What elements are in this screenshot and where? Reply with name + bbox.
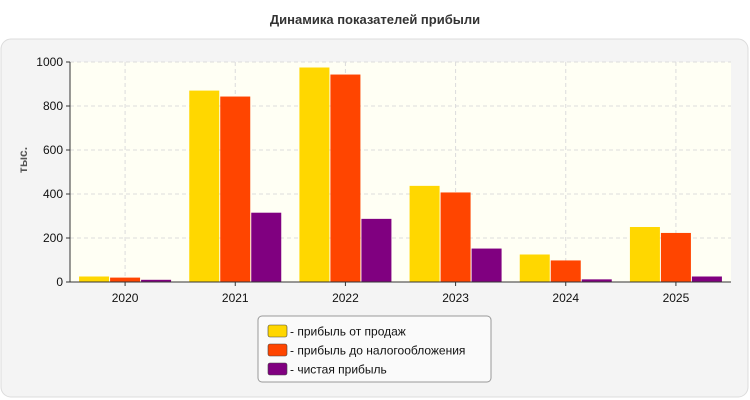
x-tick-label: 2025 [663,291,690,305]
y-tick-label: 800 [43,99,63,113]
bar [189,90,220,282]
y-tick-label: 400 [43,187,63,201]
legend-swatch [267,362,288,376]
x-tick-label: 2023 [442,291,469,305]
bar [629,227,660,282]
plot-area [70,62,731,282]
bar [409,185,440,282]
legend: - прибыль от продаж - прибыль до налогооб… [257,315,492,383]
bar [581,279,612,282]
bar [519,254,550,282]
bar [251,212,282,282]
y-tick-label: 0 [56,275,63,289]
bar [361,218,392,282]
y-tick-label: 600 [43,143,63,157]
bar [79,276,110,282]
y-axis-label: тыс. [16,147,30,173]
legend-box [257,315,492,383]
x-tick-label: 2022 [332,291,359,305]
y-tick-label: 1000 [36,55,63,69]
legend-swatch [267,324,288,338]
x-tick-label: 2021 [222,291,249,305]
bar [330,74,361,282]
bar [299,67,330,282]
bar [550,260,581,282]
legend-label: - чистая прибыль [290,363,387,377]
legend-swatch [267,343,288,357]
bar [220,96,251,282]
bar [471,248,502,282]
axes: 0 200 400 600 800 1000 2020 2021 2022 2023 2024 202… [36,55,731,305]
bar [110,277,141,282]
x-tick-label: 2024 [552,291,579,305]
legend-label: - прибыль до налогообложения [290,344,465,358]
bar [691,276,722,282]
bar [141,279,172,282]
bars [79,67,722,282]
y-tick-label: 200 [43,231,63,245]
chart-title: Динамика показателей прибыли [270,12,480,27]
x-tick-label: 2020 [112,291,139,305]
legend-label: - прибыль от продаж [290,325,406,339]
bar [660,232,691,282]
bar [440,192,471,282]
